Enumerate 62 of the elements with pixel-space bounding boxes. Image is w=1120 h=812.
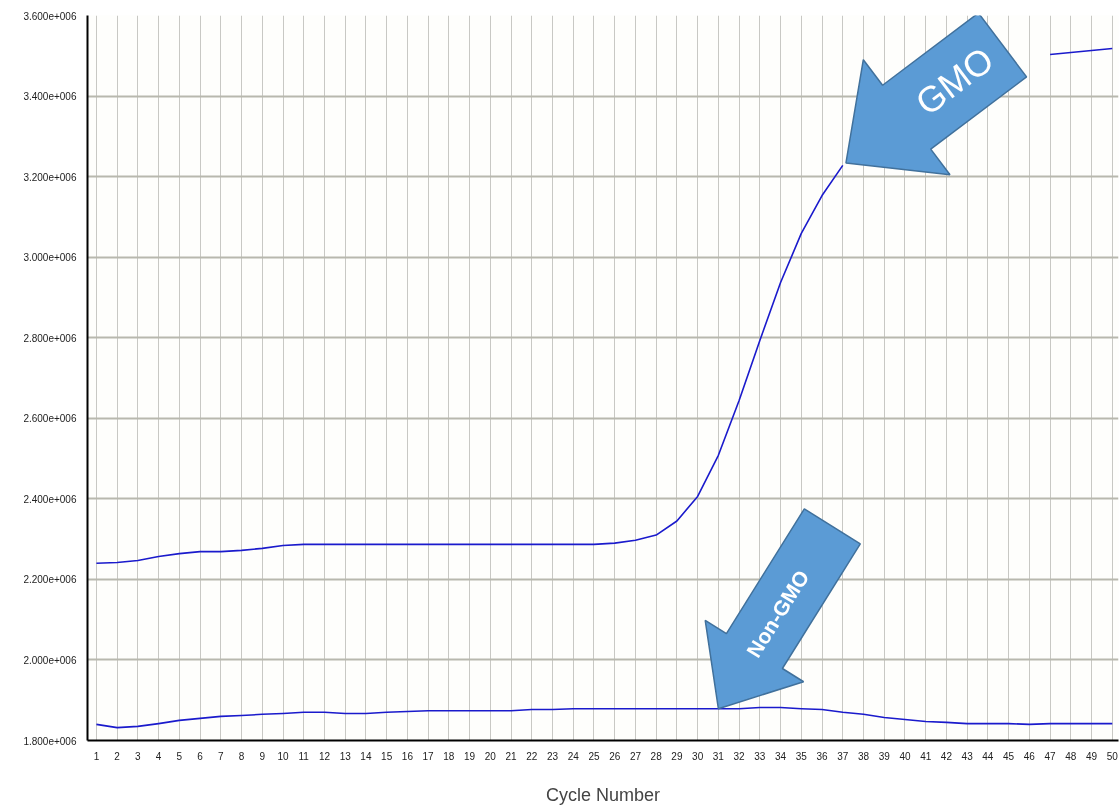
x-tick-label: 50 [1106, 750, 1119, 762]
x-tick-label: 4 [155, 750, 162, 762]
x-tick-label: 12 [318, 750, 331, 762]
x-tick-label: 2 [114, 750, 121, 762]
y-tick-label: 2.200e+006 [23, 574, 77, 586]
y-tick-label: 2.000e+006 [23, 654, 77, 666]
x-tick-label: 16 [401, 750, 414, 762]
x-tick-label: 30 [692, 750, 704, 762]
x-tick-label: 31 [712, 750, 725, 762]
line-series [95, 706, 1114, 729]
x-tick-label: 21 [505, 750, 518, 762]
y-tick-label: 3.400e+006 [23, 91, 77, 103]
x-tick-label: 47 [1044, 750, 1057, 762]
x-tick-label: 25 [588, 750, 600, 762]
x-tick-label: 37 [837, 750, 849, 762]
y-tick-label: 1.800e+006 [23, 735, 77, 747]
x-tick-label: 34 [775, 750, 787, 762]
x-tick-label: 33 [754, 750, 766, 762]
y-tick-label: 2.800e+006 [23, 332, 77, 344]
x-tick-label: 27 [629, 750, 642, 762]
x-tick-label: 20 [484, 750, 497, 762]
x-tick-label: 15 [381, 750, 393, 762]
x-tick-label: 44 [982, 750, 994, 762]
x-tick-label: 10 [277, 750, 289, 762]
x-tick-label: 29 [671, 750, 683, 762]
x-tick-label: 9 [259, 750, 266, 762]
x-tick-label: 17 [422, 750, 435, 762]
x-tick-label: 28 [650, 750, 663, 762]
y-tick-label: 2.600e+006 [23, 413, 77, 425]
x-tick-label: 48 [1065, 750, 1077, 762]
x-tick-label: 11 [298, 750, 310, 762]
x-tick-label: 42 [940, 750, 953, 762]
x-tick-label: 1 [93, 750, 100, 762]
x-tick-label: 14 [360, 750, 372, 762]
x-tick-label: 8 [238, 750, 245, 762]
x-tick-label: 46 [1023, 750, 1036, 762]
x-tick-label: 22 [526, 750, 538, 762]
x-tick-label: 32 [733, 750, 746, 762]
x-tick-label: 43 [961, 750, 974, 762]
x-tick-label: 39 [878, 750, 891, 762]
x-tick-label: 40 [899, 750, 911, 762]
x-tick-label: 3 [135, 750, 142, 762]
y-tick-label: 3.600e+006 [23, 10, 77, 22]
x-tick-label: 35 [795, 750, 808, 762]
x-tick-label: 23 [546, 750, 559, 762]
x-tick-label: 13 [339, 750, 352, 762]
x-tick-label: 5 [176, 750, 183, 762]
x-axis-title: Cycle Number [545, 784, 661, 805]
x-tick-label: 36 [816, 750, 829, 762]
x-tick-label: 49 [1085, 750, 1098, 762]
y-tick-label: 3.200e+006 [23, 171, 77, 183]
x-tick-label: 24 [567, 750, 580, 762]
x-tick-label: 45 [1003, 750, 1015, 762]
x-tick-label: 38 [857, 750, 870, 762]
y-tick-label: 3.000e+006 [23, 252, 77, 264]
y-tick-label: 2.400e+006 [23, 493, 77, 505]
x-tick-label: 18 [443, 750, 455, 762]
x-tick-label: 26 [609, 750, 621, 762]
x-tick-label: 7 [218, 750, 225, 762]
x-tick-label: 6 [197, 750, 204, 762]
x-tick-label: 41 [920, 750, 932, 762]
x-tick-label: 19 [464, 750, 476, 762]
